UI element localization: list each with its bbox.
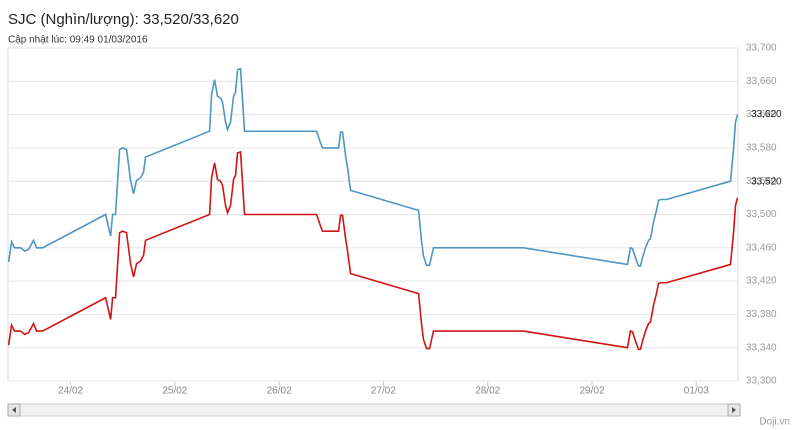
y-tick-label: 33,580 [746,143,777,154]
x-tick-label: 25/02 [162,386,187,397]
x-tick-label: 27/02 [371,386,396,397]
series-line [7,151,739,351]
x-tick-label: 26/02 [267,386,292,397]
chart-title: SJC (Nghìn/lượng): 33,520/33,620 [8,11,239,28]
source: Doji.vn [759,417,790,428]
y-tick-label: 33,620 [746,109,777,120]
end-label: 33,620 [751,109,782,120]
scroll-track[interactable] [7,403,741,417]
arrow-left [12,407,16,413]
y-tick-label: 33,500 [746,209,777,220]
y-tick-label: 33,300 [746,376,777,387]
chart-subtitle: Cập nhật lúc: 09:49 01/03/2016 [8,35,148,46]
end-label: 33,520 [751,176,782,187]
x-tick-label: 29/02 [579,386,604,397]
x-tick-label: 28/02 [475,386,500,397]
series-line [7,67,739,267]
y-tick-label: 33,540 [746,176,777,187]
x-tick-label: 24/02 [58,386,83,397]
arrow-right [732,407,736,413]
y-tick-label: 33,340 [746,342,777,353]
x-tick-label: 01/03 [684,386,709,397]
y-tick-label: 33,700 [746,43,777,54]
y-tick-label: 33,380 [746,309,777,320]
scrollbar[interactable] [7,403,741,417]
y-tick-label: 33,460 [746,242,777,253]
y-tick-label: 33,660 [746,76,777,87]
y-tick-label: 33,420 [746,276,777,287]
